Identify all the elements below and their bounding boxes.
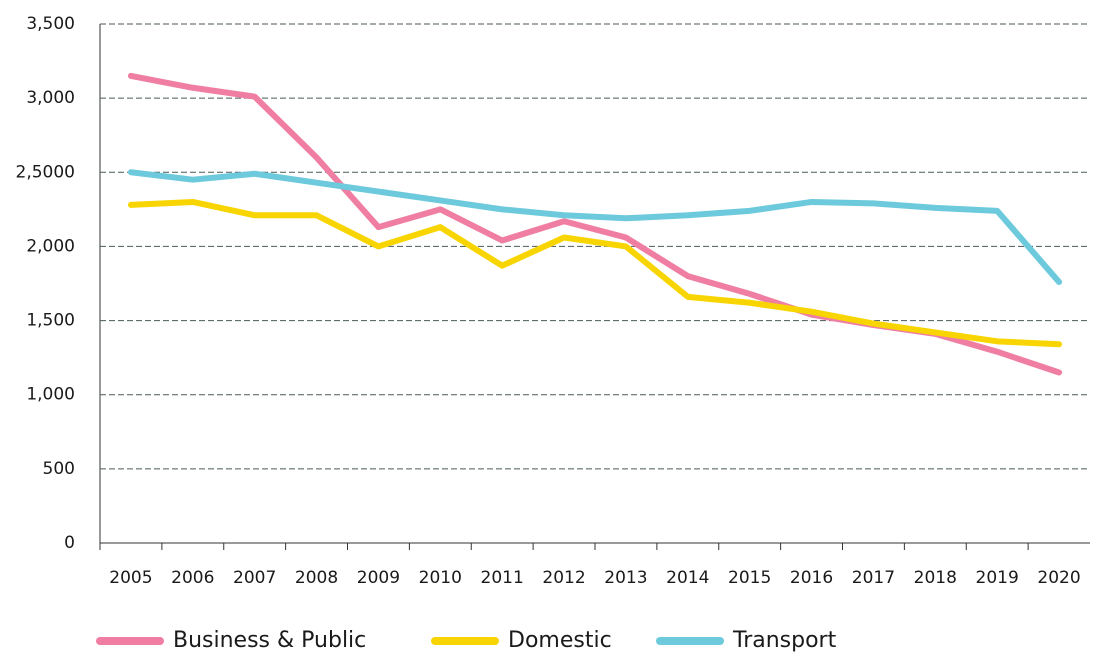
x-tick-label: 2015 xyxy=(728,568,771,588)
x-tick-label: 2016 xyxy=(790,568,833,588)
y-tick-label: 1,000 xyxy=(26,385,75,405)
y-tick-label: 500 xyxy=(43,459,75,479)
x-tick-label: 2014 xyxy=(666,568,709,588)
legend-label: Domestic xyxy=(508,628,612,653)
x-tick-label: 2009 xyxy=(357,568,400,588)
line-series xyxy=(127,169,1063,286)
x-tick-label: 2018 xyxy=(914,568,957,588)
legend: Business & Public Domestic Transport xyxy=(96,628,837,653)
x-tick-label: 2017 xyxy=(852,568,895,588)
x-tick-label: 2005 xyxy=(109,568,152,588)
y-tick-label: 3,000 xyxy=(26,88,75,108)
legend-label: Business & Public xyxy=(173,628,366,653)
x-tick-label: 2011 xyxy=(481,568,524,588)
x-tick-label: 2013 xyxy=(604,568,647,588)
y-tick-label: 1,500 xyxy=(26,311,75,331)
legend-label: Transport xyxy=(732,628,837,653)
x-tick-label: 2012 xyxy=(542,568,585,588)
y-tick-label: 0 xyxy=(64,533,75,553)
x-tick-label: 2008 xyxy=(295,568,338,588)
y-tick-label: 2,000 xyxy=(26,236,75,256)
y-tick-label: 3,500 xyxy=(26,14,75,34)
y-tick-label: 2,5000 xyxy=(16,162,75,182)
x-tick-label: 2019 xyxy=(976,568,1019,588)
x-tick-label: 2007 xyxy=(233,568,276,588)
x-tick-label: 2006 xyxy=(171,568,214,588)
x-tick-label: 2010 xyxy=(419,568,462,588)
x-tick-label: 2020 xyxy=(1037,568,1080,588)
line-series xyxy=(127,198,1063,348)
